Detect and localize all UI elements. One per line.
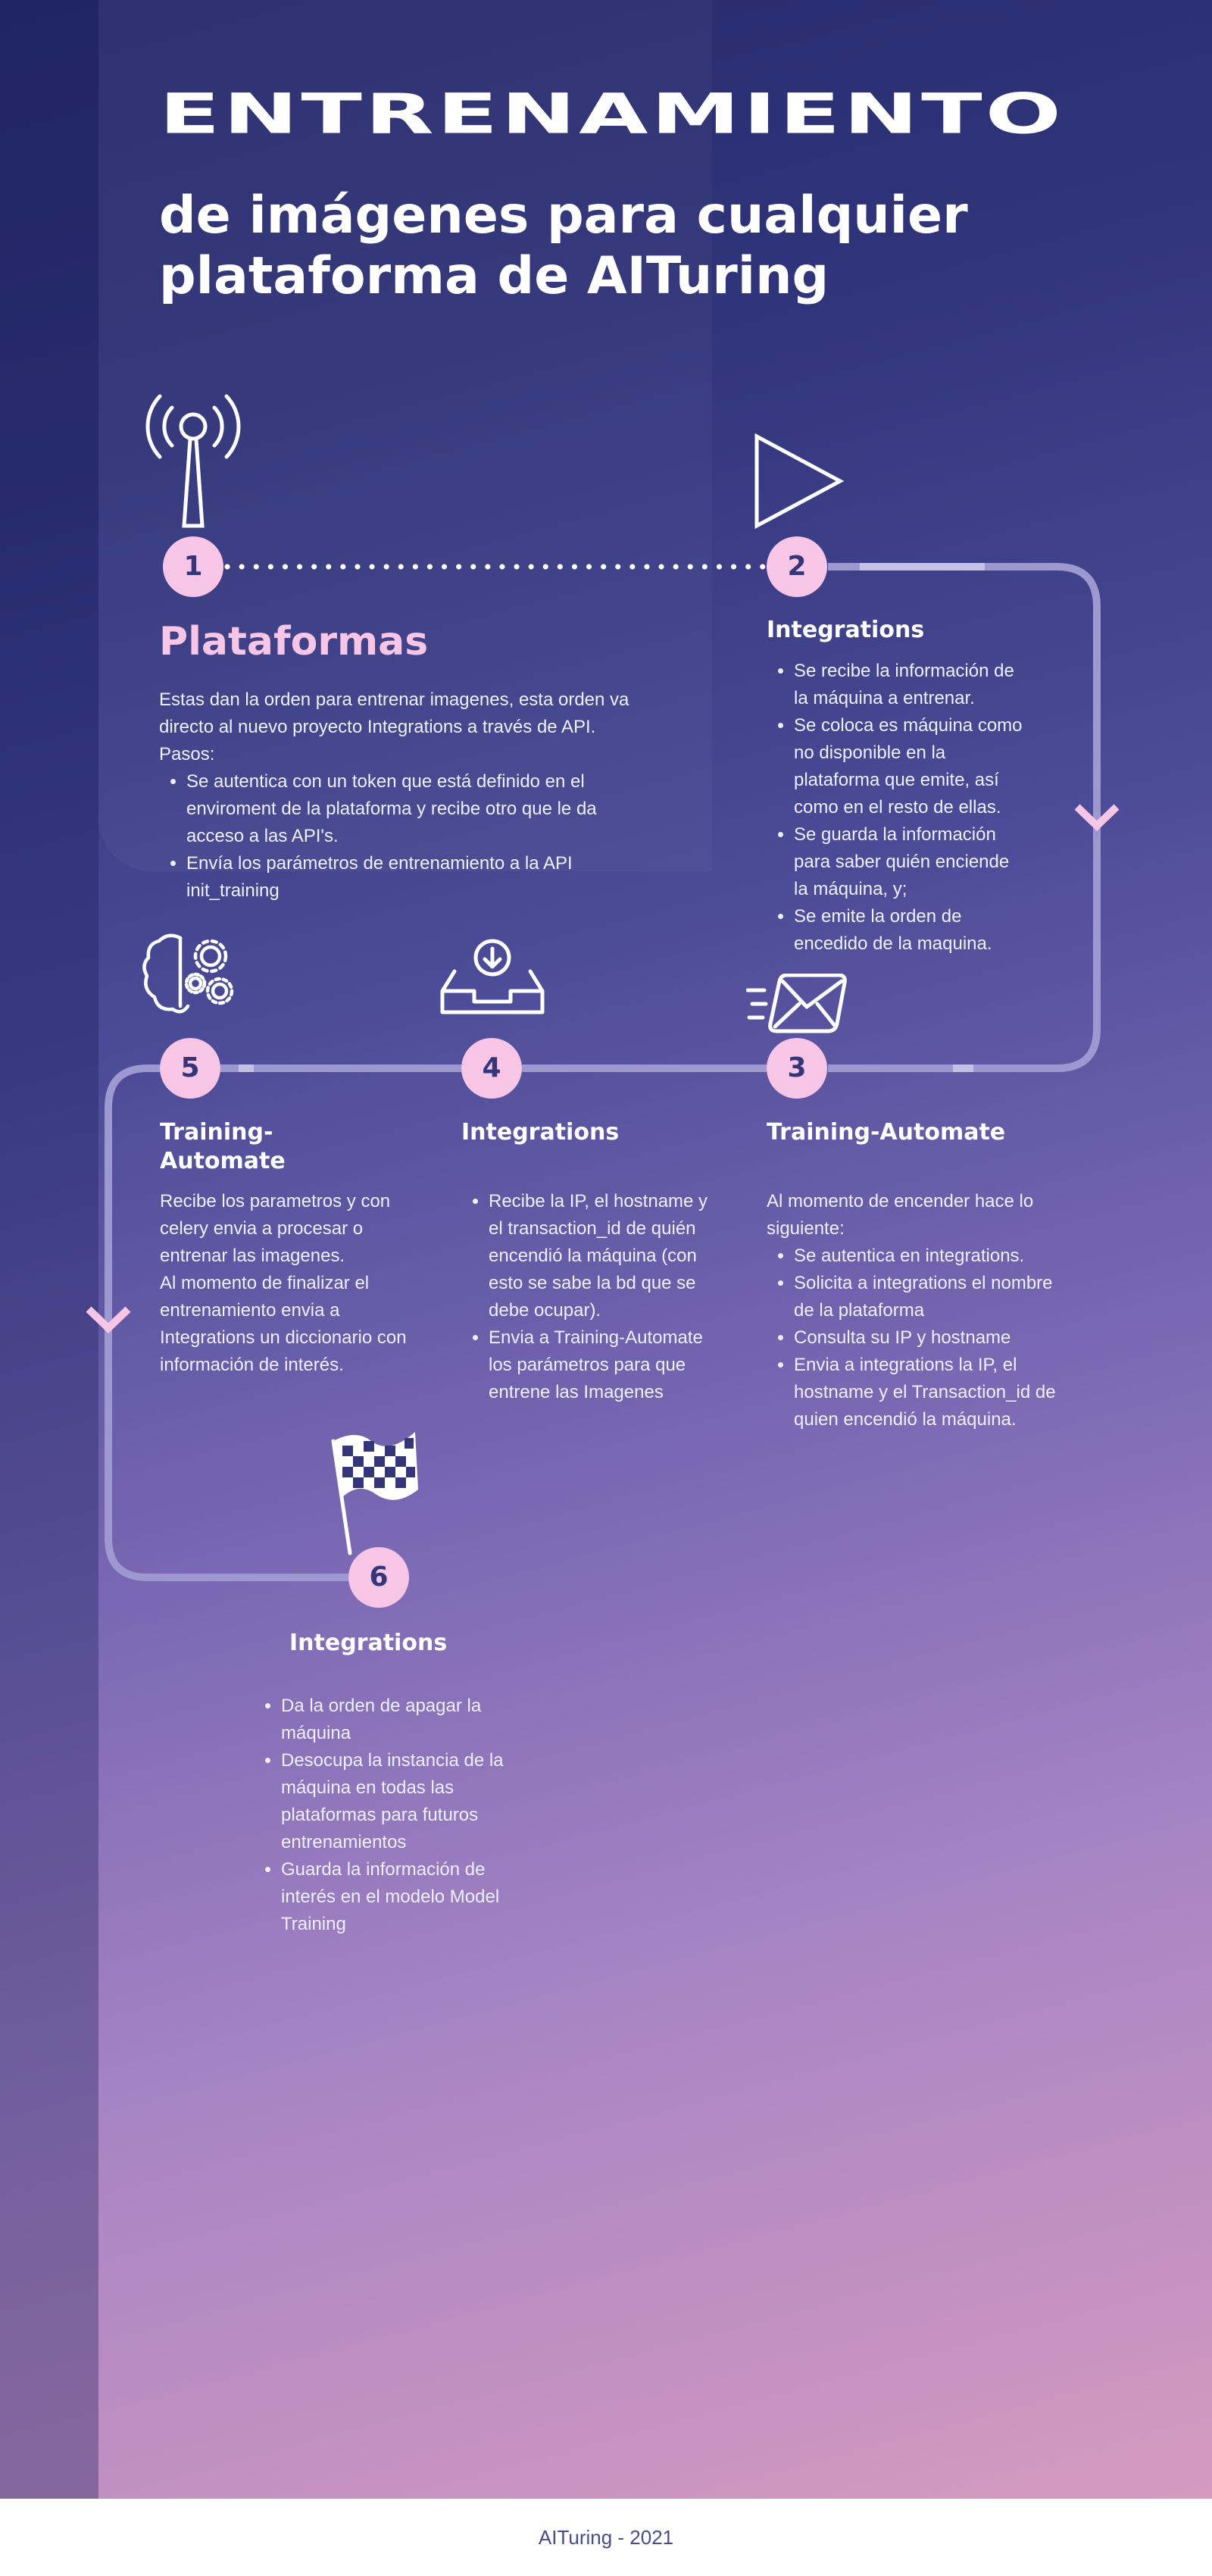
poster-title: Entrenamiento: [159, 81, 1064, 147]
step-5-description: Recibe los parametros y con celery envia…: [160, 1188, 429, 1379]
flow-path: [86, 563, 1120, 1581]
footer-credit: AITuring - 2021: [0, 2499, 1212, 2576]
step-4-description: Recibe la IP, el hostname y el transacti…: [461, 1188, 719, 1406]
inbox-icon: [440, 939, 545, 1014]
step-5-paragraph-2: Al momento de finalizar el entrenamiento…: [160, 1273, 407, 1375]
step-2-bullet-list: Se recibe la información de la máquina a…: [767, 658, 1024, 958]
chevron-down-icon: [86, 1306, 131, 1333]
step-6-bullet: Desocupa la instancia de la máquina en t…: [281, 1747, 511, 1856]
step-badge-1: 1: [163, 536, 223, 597]
step-1-intro-line-1: Estas dan la orden para entrenar imagene…: [159, 689, 629, 710]
step-4-title: Integrations: [461, 1119, 620, 1146]
step-1-intro-line-3: Pasos:: [159, 744, 215, 764]
step-badge-3: 3: [767, 1038, 827, 1099]
envelope-icon: [746, 974, 847, 1033]
step-2-bullet: Se guarda la información para saber quié…: [794, 821, 1024, 903]
antenna-icon: [145, 394, 241, 528]
step-3-bullet: Solicita a integrations el nombre de la …: [794, 1270, 1062, 1324]
step-badge-4: 4: [461, 1038, 522, 1099]
step-5-title-line-2: Automate: [160, 1148, 286, 1174]
play-icon: [754, 433, 845, 530]
background-dark-panel: [0, 0, 98, 2499]
step-4-bullet-list: Recibe la IP, el hostname y el transacti…: [461, 1188, 719, 1406]
step-2-bullet: Se coloca es máquina como no disponible …: [794, 712, 1024, 821]
step-1-description: Estas dan la orden para entrenar imagene…: [159, 686, 689, 905]
step-2-bullet: Se emite la orden de encedido de la maqu…: [794, 903, 1024, 958]
step-4-bullet: Recibe la IP, el hostname y el transacti…: [489, 1188, 719, 1324]
step-5-paragraph-1: Recibe los parametros y con celery envia…: [160, 1191, 391, 1266]
step-badge-6: 6: [348, 1547, 409, 1608]
step-3-bullet: Consulta su IP y hostname: [794, 1324, 1062, 1352]
subtitle-line-2: plataforma de AITuring: [159, 246, 829, 306]
brain-gears-icon: [142, 933, 234, 1014]
step-2-bullet: Se recibe la información de la máquina a…: [794, 658, 1024, 712]
step-6-title: Integrations: [289, 1630, 448, 1656]
poster-subtitle: de imágenes para cualquier plataforma de…: [159, 186, 1106, 307]
step-badge-2: 2: [767, 536, 827, 597]
step-2-title: Integrations: [767, 617, 925, 643]
step-3-bullet: Envia a integrations la IP, el hostname …: [794, 1352, 1062, 1433]
step-1-title: Plataformas: [159, 619, 429, 664]
connector-5-6: [105, 1064, 348, 1581]
step-1-bullet: Envía los parámetros de entrenamiento a …: [186, 850, 633, 905]
step-3-title: Training-Automate: [767, 1119, 1006, 1146]
connector-2-3: [828, 563, 1101, 1072]
step-2-description: Se recibe la información de la máquina a…: [767, 658, 1024, 958]
step-6-bullet: Guarda la información de interés en el m…: [281, 1856, 511, 1938]
step-badge-5: 5: [160, 1038, 220, 1099]
subtitle-line-1: de imágenes para cualquier: [159, 186, 968, 245]
checkered-flag-icon: [331, 1432, 418, 1555]
step-6-description: Da la orden de apagar la máquina Desocup…: [254, 1693, 511, 1938]
step-1-bullet-list: Se autentica con un token que está defin…: [159, 768, 689, 905]
step-4-bullet: Envia a Training-Automate los parámetros…: [489, 1324, 719, 1406]
step-6-bullet-list: Da la orden de apagar la máquina Desocup…: [254, 1693, 511, 1938]
step-6-bullet: Da la orden de apagar la máquina: [281, 1693, 511, 1747]
step-3-bullet: Se autentica en integrations.: [794, 1243, 1062, 1270]
infographic-poster: Entrenamiento de imágenes para cualquier…: [0, 0, 1212, 2499]
step-1-bullet: Se autentica con un token que está defin…: [186, 768, 633, 850]
step-5-title: Training- Automate: [160, 1118, 286, 1176]
step-3-intro: Al momento de encender hace lo siguiente…: [767, 1191, 1034, 1239]
chevron-down-icon: [1074, 804, 1120, 831]
step-5-title-line-1: Training-: [160, 1119, 273, 1146]
step-3-bullet-list: Se autentica en integrations. Solicita a…: [767, 1243, 1062, 1433]
step-1-intro-line-2: directo al nuevo proyecto Integrations a…: [159, 717, 596, 737]
step-3-description: Al momento de encender hace lo siguiente…: [767, 1188, 1062, 1433]
